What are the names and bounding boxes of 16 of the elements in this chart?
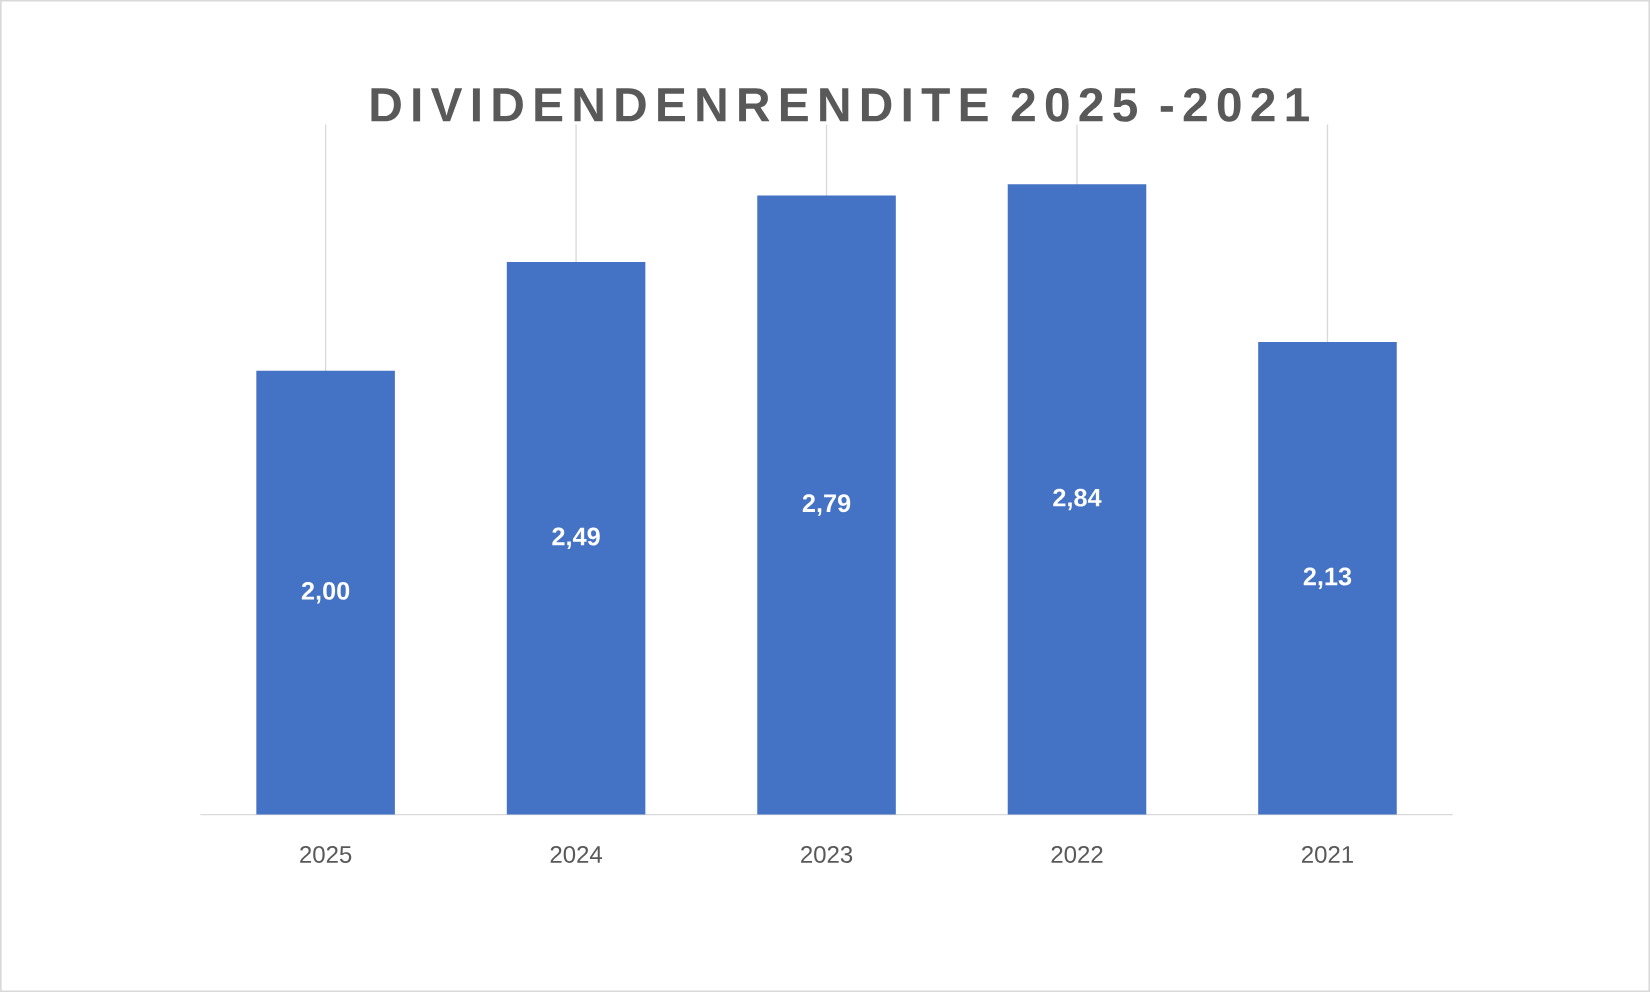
bar — [1007, 184, 1147, 815]
x-tick-label: 2021 — [1302, 845, 1353, 863]
x-tick-label: 2022 — [1051, 845, 1103, 863]
data-label: 2,49 — [552, 527, 600, 550]
bar — [506, 261, 646, 815]
chart-title: DIVIDENDENRENDITE 2025 -2021 — [371, 87, 1309, 122]
data-label: 2,13 — [1303, 567, 1352, 589]
data-label: 2,84 — [1053, 488, 1102, 511]
x-tick-label: 2025 — [300, 845, 352, 863]
data-label: 2,00 — [301, 581, 350, 604]
bar — [757, 195, 896, 815]
x-tick-label: 2023 — [801, 845, 853, 863]
data-label: 2,79 — [802, 494, 851, 516]
bar — [256, 370, 395, 815]
x-tick-label: 2024 — [550, 845, 603, 863]
bar — [1258, 341, 1397, 815]
